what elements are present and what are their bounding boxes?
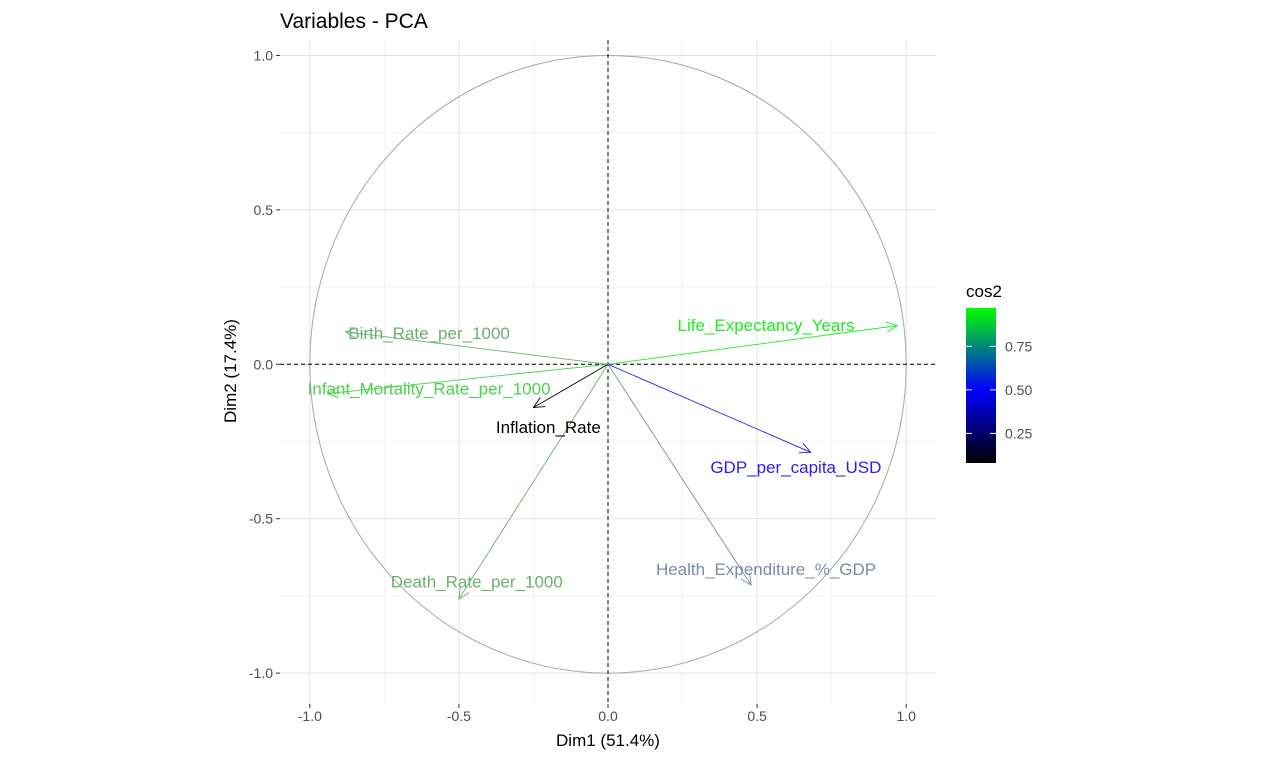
- arrow-head: [798, 442, 812, 454]
- y-tick-label: -0.5: [249, 511, 273, 527]
- y-tick-label: 0.5: [254, 202, 274, 218]
- arrow-health-expenditure-gdp: [607, 364, 752, 586]
- label-life-expectancy-years: Life_Expectancy_Years: [678, 316, 855, 335]
- arrow-head: [344, 327, 358, 339]
- label-infant-mortality-rate-per-1000: Infant_Mortality_Rate_per_1000: [308, 379, 551, 398]
- variable-labels: Life_Expectancy_Years Birth_Rate_per_1000…: [308, 316, 882, 591]
- arrow-shaft: [533, 363, 609, 408]
- legend-colorbar: [966, 308, 996, 463]
- label-inflation-rate: Inflation_Rate: [496, 418, 601, 437]
- arrow-shaft: [607, 364, 752, 586]
- variable-arrows: [326, 321, 899, 600]
- arrow-shaft: [458, 364, 609, 600]
- arrow-death-rate-per-1000: [458, 364, 609, 600]
- y-axis-ticks: -1.0 -0.5 0.0 0.5 1.0: [249, 47, 280, 681]
- arrow-head: [458, 587, 470, 600]
- arrow-gdp-per-capita-usd: [607, 363, 812, 454]
- arrow-head: [740, 573, 752, 586]
- arrow-birth-rate-per-1000: [344, 327, 609, 365]
- x-tick-label: 0.0: [598, 708, 618, 724]
- arrow-head: [532, 397, 546, 409]
- x-tick-label: 1.0: [896, 708, 916, 724]
- arrow-inflation-rate: [532, 363, 609, 409]
- cos2-legend: cos2 0.25 0.50 0.75: [966, 282, 1032, 463]
- x-axis-ticks: -1.0 -0.5 0.0 0.5 1.0: [298, 704, 916, 724]
- chart-title: Variables - PCA: [280, 10, 428, 33]
- legend-title: cos2: [966, 282, 1002, 301]
- legend-tick-label: 0.50: [1005, 382, 1032, 398]
- arrow-shaft: [327, 363, 609, 395]
- legend-tick-label: 0.75: [1005, 338, 1032, 354]
- label-birth-rate-per-1000: Birth_Rate_per_1000: [348, 324, 510, 343]
- arrow-shaft: [607, 325, 898, 365]
- x-tick-label: -0.5: [447, 708, 471, 724]
- x-tick-label: 0.5: [747, 708, 767, 724]
- x-tick-label: -1.0: [298, 708, 322, 724]
- reference-lines: [280, 40, 936, 704]
- legend-ticks: 0.25 0.50 0.75: [966, 338, 1032, 441]
- arrow-shaft: [607, 363, 811, 453]
- arrow-infant-mortality-rate-per-1000: [326, 363, 609, 399]
- y-tick-label: -1.0: [249, 665, 273, 681]
- legend-tick-label: 0.25: [1005, 425, 1032, 441]
- label-health-expenditure-gdp: Health_Expenditure_%_GDP: [656, 560, 876, 579]
- y-tick-label: 1.0: [254, 47, 274, 63]
- x-axis-title: Dim1 (51.4%): [556, 731, 660, 750]
- arrow-shaft: [345, 331, 609, 365]
- label-death-rate-per-1000: Death_Rate_per_1000: [391, 573, 563, 592]
- label-gdp-per-capita-usd: GDP_per_capita_USD: [710, 458, 881, 477]
- y-tick-label: 0.0: [254, 356, 274, 372]
- arrow-head: [885, 321, 899, 333]
- arrow-head: [326, 386, 340, 399]
- arrow-life-expectancy-years: [607, 321, 899, 365]
- y-axis-title: Dim2 (17.4%): [221, 319, 240, 423]
